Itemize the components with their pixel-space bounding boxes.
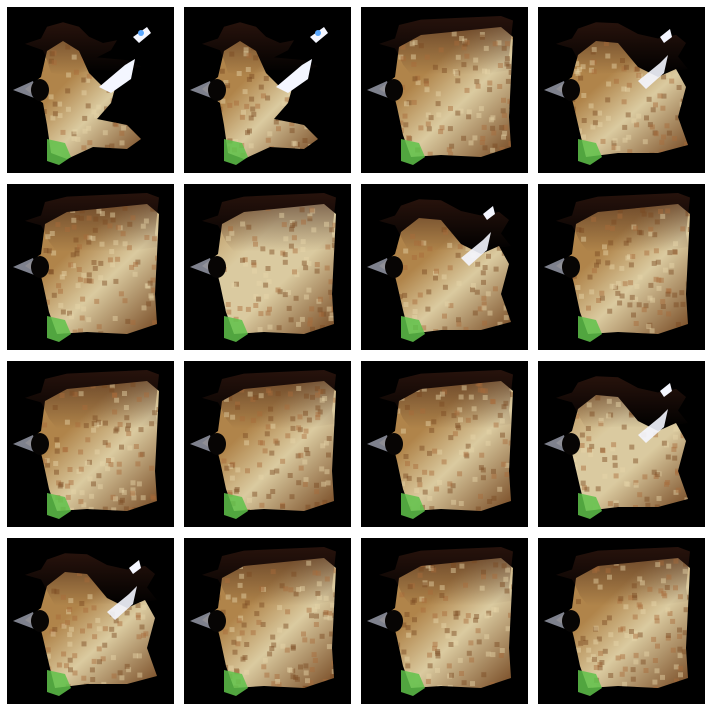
sample-tile (361, 184, 528, 350)
sample-tile (361, 361, 528, 527)
sample-tile (538, 361, 705, 527)
sample-tile (184, 184, 351, 350)
sample-tile (184, 7, 351, 173)
sample-tile (538, 7, 705, 173)
sample-tile (7, 538, 174, 704)
sample-tile (538, 184, 705, 350)
sample-tile (184, 361, 351, 527)
generated-samples-grid (7, 7, 705, 704)
sample-tile (184, 538, 351, 704)
sample-tile (361, 7, 528, 173)
sample-tile (7, 184, 174, 350)
sample-tile (7, 7, 174, 173)
sample-tile (538, 538, 705, 704)
sample-tile (7, 361, 174, 527)
sample-tile (361, 538, 528, 704)
